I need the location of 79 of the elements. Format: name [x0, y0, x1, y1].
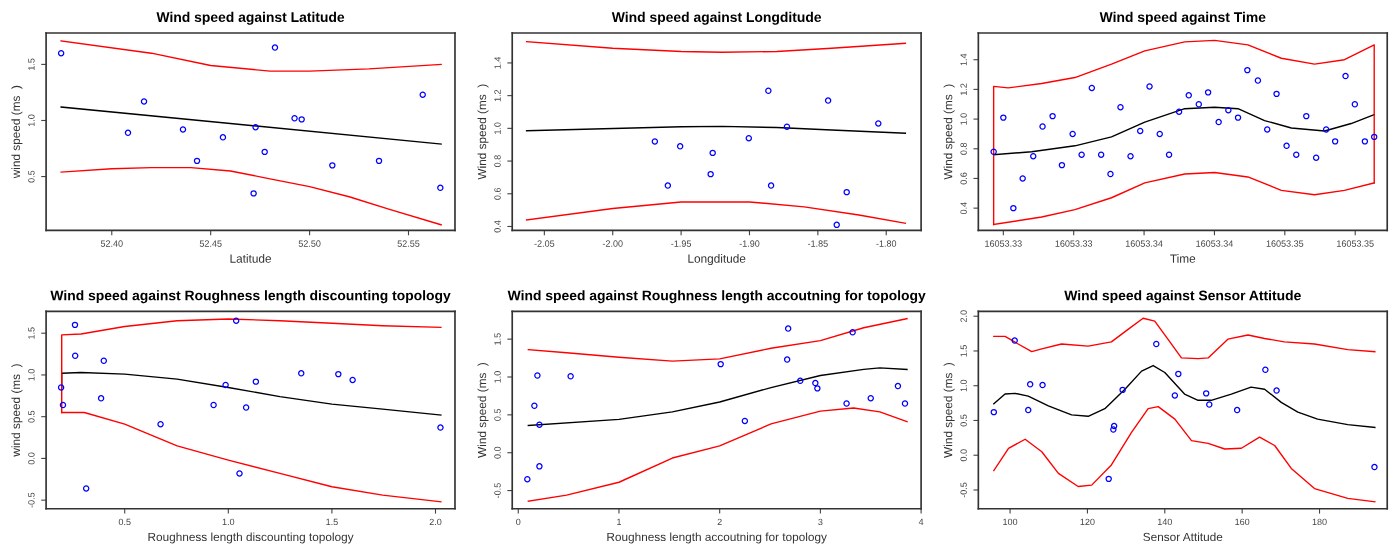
y-tick-label: 1.5 [28, 327, 35, 339]
chart-title: Wind speed against Roughness length discounting topology [50, 290, 451, 304]
y-tick-label: 0.0 [494, 446, 501, 459]
y-tick-label: 0.5 [28, 170, 35, 183]
y-tick-label: 0.6 [494, 187, 501, 200]
y-tick-label: 1.0 [28, 369, 35, 381]
chart-title: Wind speed against Longditude [611, 11, 822, 25]
x-tick-label: -1.85 [807, 240, 828, 247]
y-tick-label: 1.5 [494, 333, 501, 345]
x-tick-label: 140 [1157, 518, 1172, 526]
x-tick-label: 52.50 [298, 240, 321, 247]
y-tick-label: 0.4 [494, 220, 501, 233]
y-tick-label: 1.5 [28, 58, 35, 70]
x-axis-title: Roughness length accoutning for topology [607, 532, 827, 544]
y-tick-label: 0.5 [28, 410, 35, 423]
x-tick-label: 180 [1312, 518, 1327, 526]
y-tick-label: 1.4 [494, 56, 501, 69]
x-axis-title: Longditude [688, 254, 746, 266]
y-axis-title: wind speed (ms ) [11, 85, 23, 179]
x-tick-label: 16053.34 [1196, 240, 1234, 247]
y-tick-label: 0.5 [494, 408, 501, 421]
y-axis-title: Wind speed (ms ) [943, 84, 955, 180]
y-axis-title: wind speed (ms ) [11, 364, 23, 457]
x-tick-label: 52.40 [100, 240, 123, 247]
x-tick-label: 100 [1003, 518, 1018, 526]
y-tick-label: 1.2 [960, 83, 967, 95]
y-tick-label: 2.0 [960, 310, 967, 323]
x-tick-label: 16053.35 [1337, 240, 1374, 247]
y-tick-label: 1.5 [960, 345, 967, 357]
y-axis-title: Wind speed (ms ) [943, 362, 955, 458]
y-tick-label: 0.0 [960, 449, 967, 462]
x-axis-title: Latitude [230, 254, 272, 263]
y-tick-label: -0.5 [960, 482, 967, 498]
x-tick-label: 160 [1235, 518, 1250, 526]
x-tick-label: 16053.34 [1125, 240, 1163, 247]
x-tick-label: 4 [918, 518, 924, 526]
x-tick-label: -1.90 [739, 240, 760, 247]
chart-title: Wind speed against Time [1099, 11, 1266, 25]
y-tick-label: -0.5 [494, 483, 501, 498]
x-tick-label: 3 [818, 518, 823, 526]
x-tick-label: 16053.33 [985, 240, 1022, 247]
x-tick-label: 52.55 [397, 240, 420, 247]
x-tick-label: 1 [617, 518, 622, 526]
x-tick-label: 52.45 [199, 240, 222, 247]
x-axis-title: Time [1170, 254, 1196, 263]
y-tick-label: 1.0 [494, 122, 501, 134]
x-axis-title: Roughness length discounting topology [148, 532, 354, 544]
y-tick-label: 0.8 [494, 155, 501, 167]
x-tick-label: 0 [516, 518, 521, 526]
x-tick-label: 1.0 [222, 518, 235, 526]
y-tick-label: 0.5 [960, 414, 967, 427]
x-tick-label: -2.05 [534, 240, 555, 247]
x-tick-label: -1.80 [876, 240, 897, 247]
y-tick-label: 1.0 [494, 371, 501, 383]
x-tick-label: 16053.33 [1055, 240, 1093, 247]
x-tick-label: 16053.35 [1266, 240, 1304, 247]
y-axis-title: Wind speed (ms ) [477, 84, 489, 180]
x-tick-label: 0.5 [118, 518, 131, 526]
x-tick-label: 2.0 [429, 518, 442, 526]
y-tick-label: 1.4 [960, 53, 967, 66]
x-tick-label: 2 [717, 518, 722, 526]
x-axis-title: Sensor Attitude [1143, 532, 1223, 542]
y-tick-label: 0.0 [28, 452, 35, 465]
y-axis-title: Wind speed (ms ) [477, 362, 489, 458]
y-tick-label: -0.5 [28, 492, 35, 508]
y-tick-label: 1.0 [960, 113, 967, 125]
chart-title: Wind speed against Latitude [156, 11, 345, 25]
y-tick-label: 1.0 [28, 114, 35, 127]
x-tick-label: 1.5 [326, 518, 338, 526]
chart-title: Wind speed against Roughness length accoutning for topology [507, 290, 926, 304]
y-tick-label: 1.0 [960, 379, 967, 392]
chart-title: Wind speed against Sensor Attitude [1064, 290, 1301, 304]
y-tick-label: 0.4 [960, 202, 967, 215]
y-tick-label: 0.6 [960, 172, 967, 185]
x-tick-label: 120 [1080, 518, 1095, 526]
y-tick-label: 0.8 [960, 142, 967, 155]
x-tick-label: -2.00 [602, 240, 623, 247]
y-tick-label: 1.2 [494, 89, 501, 102]
x-tick-label: -1.95 [671, 240, 692, 247]
